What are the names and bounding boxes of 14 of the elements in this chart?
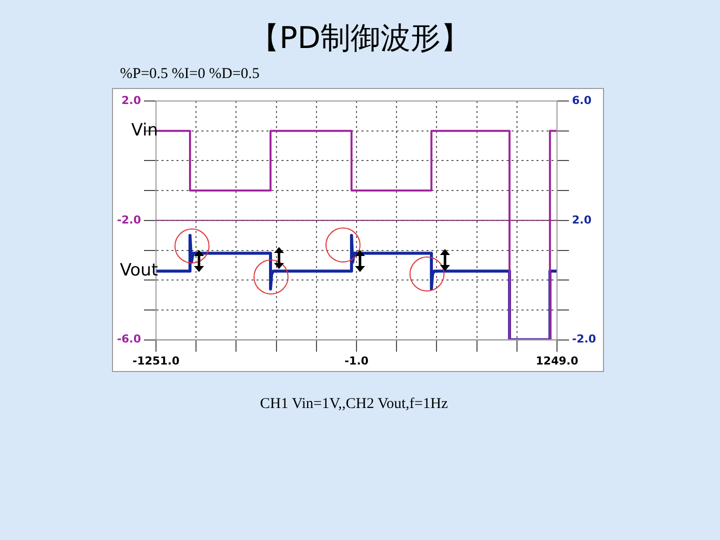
y-tick-label: 2.0 xyxy=(122,94,142,107)
y2-tick-label: -2.0 xyxy=(572,332,596,346)
x-tick-label: 1249.0 xyxy=(536,354,579,368)
y-tick-label: -6.0 xyxy=(116,332,142,346)
series-label: Vout xyxy=(120,260,158,281)
series-label: Vin xyxy=(131,120,158,140)
text: CH1 Vin=1V,,CH2 Vout,f=1Hz xyxy=(260,396,448,413)
chart-subtitle: %P=0.5 %I=0 %D=0.5 xyxy=(120,66,260,83)
x-tick-label: -1251.0 xyxy=(132,354,180,368)
y2-tick-label: 6.0 xyxy=(572,94,592,107)
y-tick-label: -2.0 xyxy=(116,213,142,226)
chart-title: 【PD制御波形】 xyxy=(248,20,472,58)
x-tick-label: -1.0 xyxy=(344,354,369,368)
y2-tick-label: 2.0 xyxy=(572,213,592,226)
